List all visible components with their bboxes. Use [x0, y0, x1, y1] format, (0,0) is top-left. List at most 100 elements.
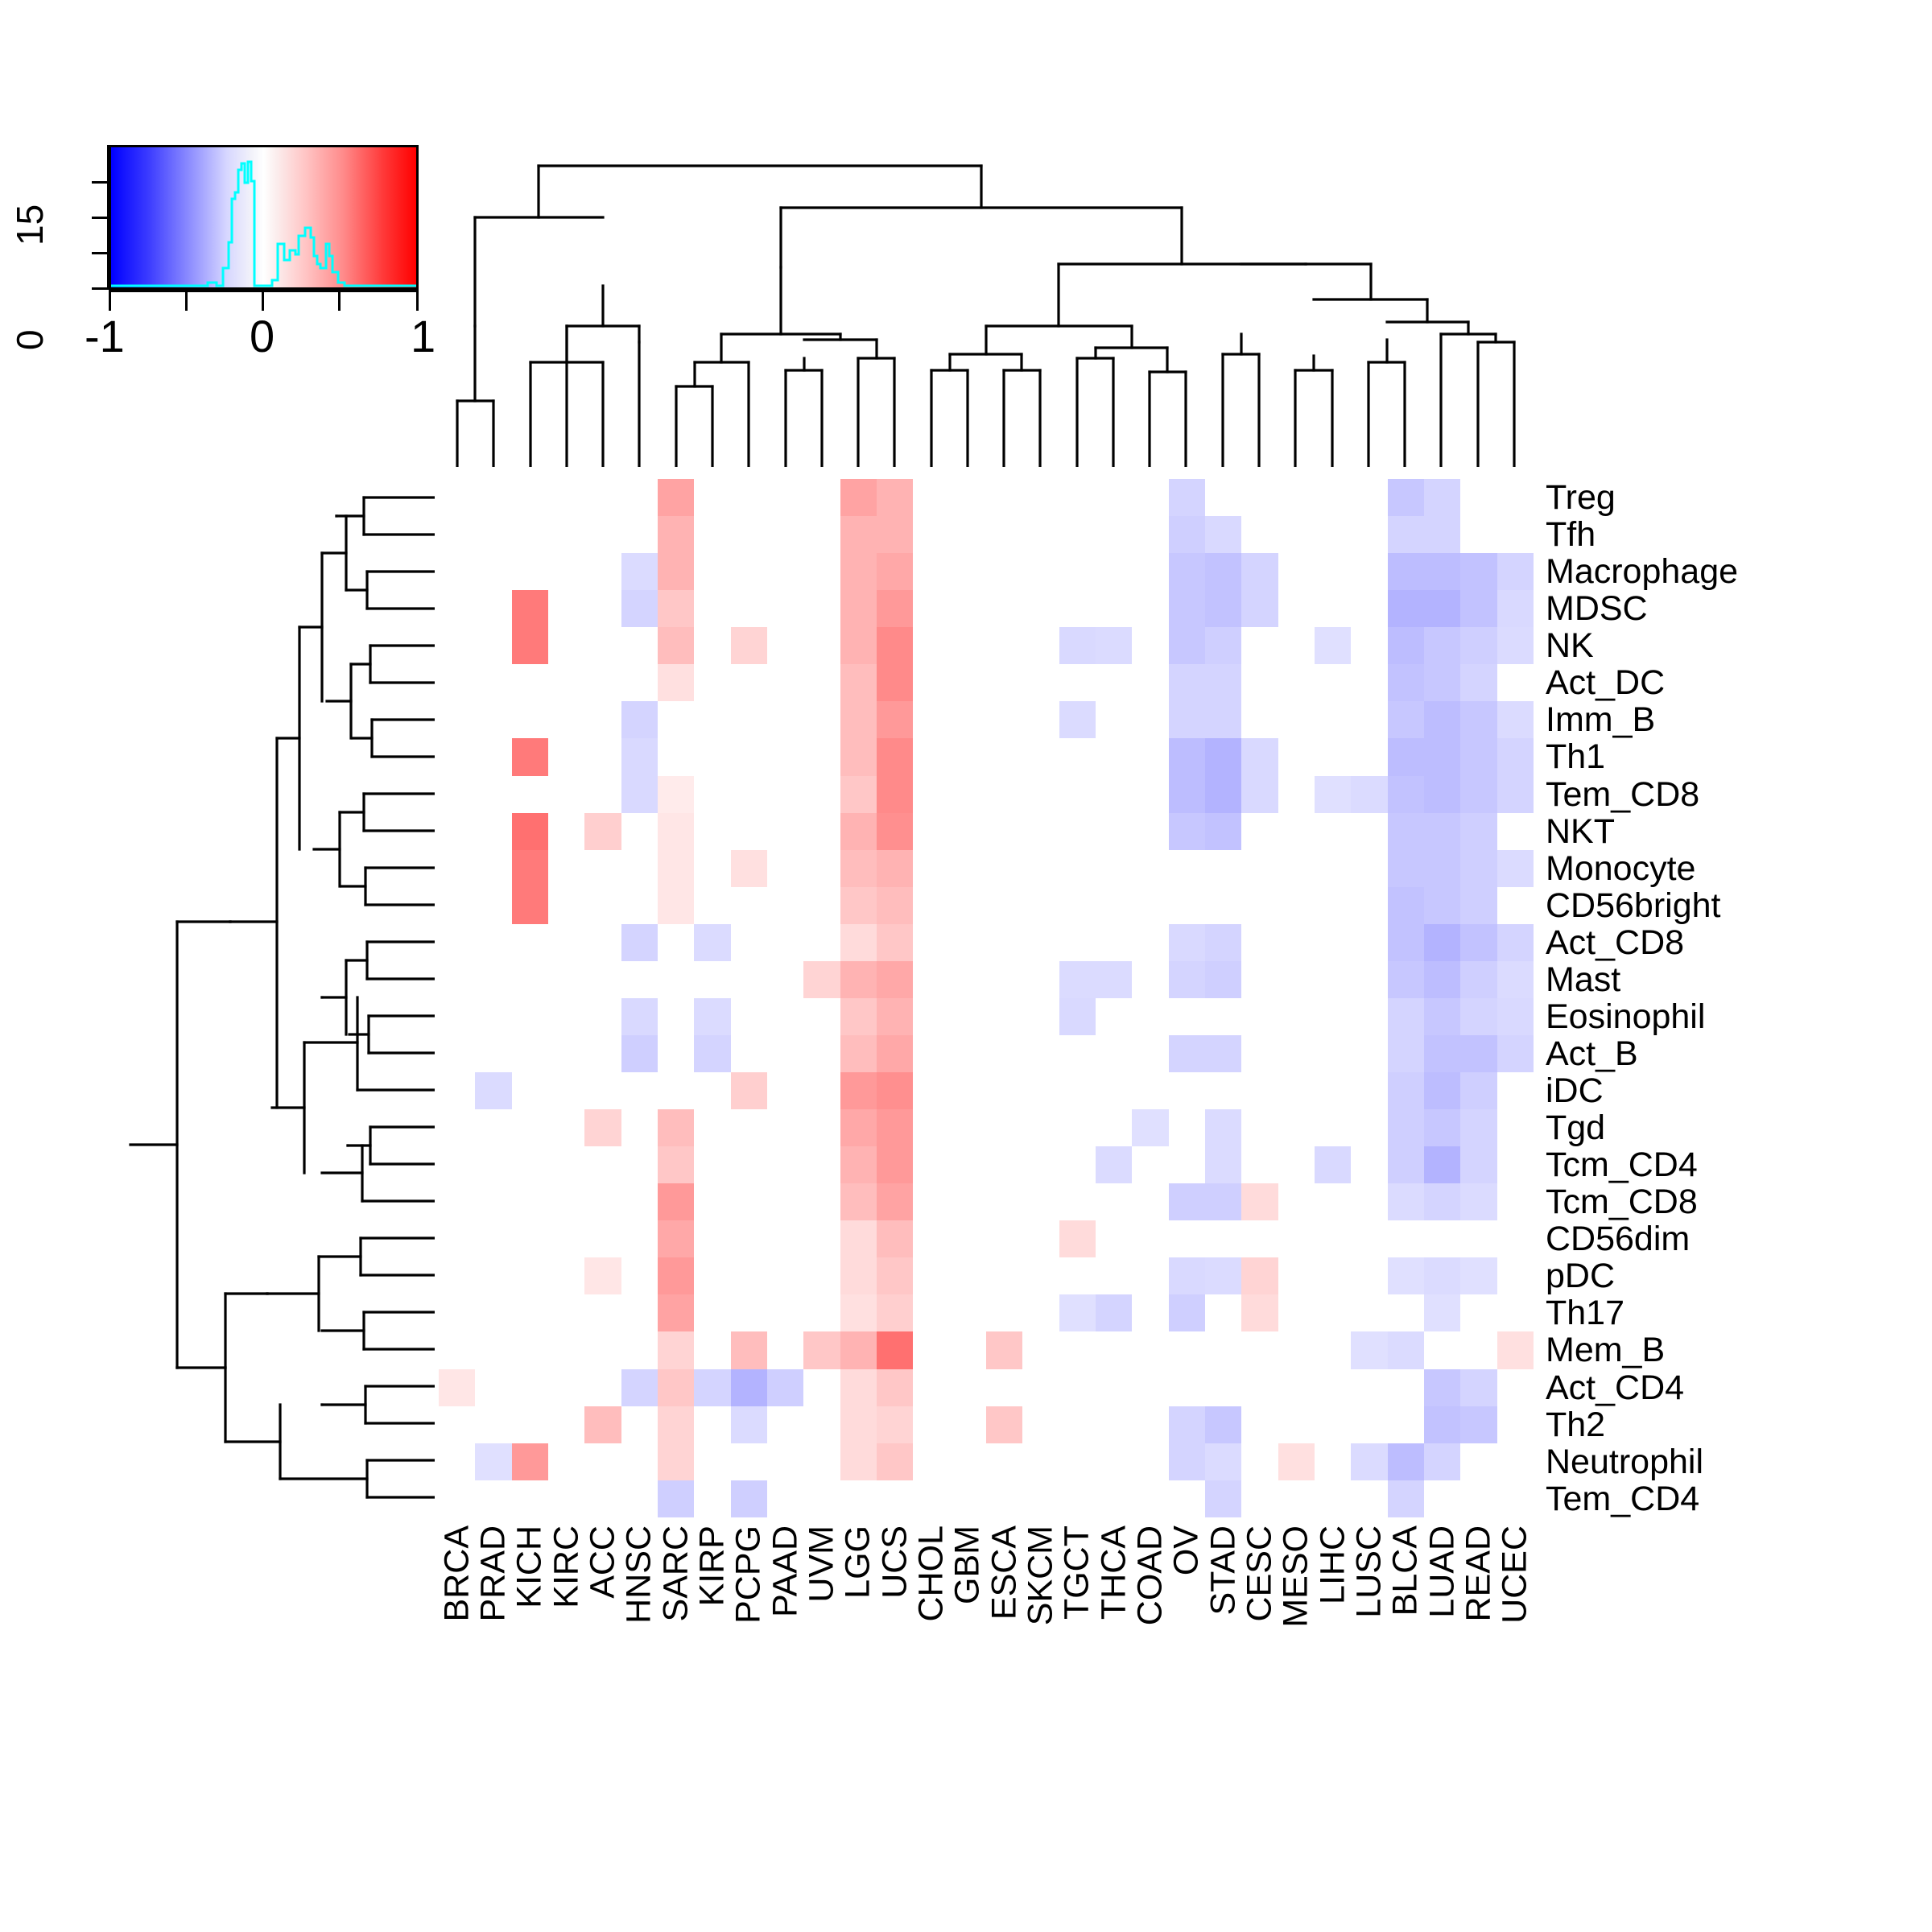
- heatmap-cell[interactable]: [876, 1109, 914, 1147]
- heatmap-cell[interactable]: [876, 1146, 914, 1184]
- heatmap-cell[interactable]: [1059, 1331, 1096, 1369]
- heatmap-cell[interactable]: [657, 1109, 695, 1147]
- heatmap-cell[interactable]: [803, 1257, 840, 1295]
- heatmap-cell[interactable]: [1168, 590, 1205, 628]
- heatmap-cell[interactable]: [657, 1072, 695, 1110]
- heatmap-cell[interactable]: [475, 701, 512, 739]
- heatmap-cell[interactable]: [621, 849, 658, 887]
- heatmap-cell[interactable]: [766, 1443, 804, 1480]
- heatmap-cell[interactable]: [547, 1443, 585, 1480]
- heatmap-cell[interactable]: [584, 960, 621, 998]
- heatmap-cell[interactable]: [1204, 1480, 1242, 1517]
- heatmap-cell[interactable]: [913, 775, 950, 813]
- heatmap-cell[interactable]: [985, 886, 1023, 924]
- heatmap-cell[interactable]: [949, 1368, 986, 1406]
- heatmap-cell[interactable]: [584, 997, 621, 1035]
- heatmap-cell[interactable]: [1387, 1109, 1424, 1147]
- heatmap-cell[interactable]: [1351, 849, 1388, 887]
- heatmap-cell[interactable]: [1460, 1183, 1497, 1221]
- heatmap-cell[interactable]: [1314, 1406, 1352, 1443]
- heatmap-cell[interactable]: [1387, 1368, 1424, 1406]
- heatmap-cell[interactable]: [1278, 590, 1315, 628]
- heatmap-cell[interactable]: [1423, 812, 1461, 850]
- heatmap-cell[interactable]: [1132, 1034, 1169, 1072]
- heatmap-cell[interactable]: [985, 1109, 1023, 1147]
- heatmap-cell[interactable]: [876, 1443, 914, 1480]
- heatmap-cell[interactable]: [985, 738, 1023, 776]
- heatmap-cell[interactable]: [475, 1257, 512, 1295]
- heatmap-cell[interactable]: [949, 1294, 986, 1332]
- heatmap-cell[interactable]: [913, 1183, 950, 1221]
- heatmap-cell[interactable]: [766, 553, 804, 591]
- heatmap-cell[interactable]: [694, 1331, 731, 1369]
- heatmap-cell[interactable]: [766, 479, 804, 517]
- heatmap-cell[interactable]: [803, 627, 840, 665]
- heatmap-cell[interactable]: [621, 664, 658, 702]
- heatmap-cell[interactable]: [1314, 738, 1352, 776]
- heatmap-cell[interactable]: [1204, 627, 1242, 665]
- heatmap-cell[interactable]: [949, 590, 986, 628]
- heatmap-cell[interactable]: [1278, 1109, 1315, 1147]
- heatmap-cell[interactable]: [985, 479, 1023, 517]
- heatmap-cell[interactable]: [694, 1368, 731, 1406]
- heatmap-cell[interactable]: [876, 849, 914, 887]
- heatmap-cell[interactable]: [876, 960, 914, 998]
- heatmap-cell[interactable]: [1387, 812, 1424, 850]
- heatmap-cell[interactable]: [1278, 1368, 1315, 1406]
- heatmap-cell[interactable]: [1168, 1443, 1205, 1480]
- heatmap-cell[interactable]: [1423, 1257, 1461, 1295]
- heatmap-cell[interactable]: [1241, 849, 1278, 887]
- heatmap-cell[interactable]: [1496, 1257, 1534, 1295]
- heatmap-cell[interactable]: [1022, 886, 1059, 924]
- heatmap-cell[interactable]: [621, 1406, 658, 1443]
- heatmap-cell[interactable]: [876, 1406, 914, 1443]
- heatmap-cell[interactable]: [985, 516, 1023, 554]
- heatmap-cell[interactable]: [511, 1368, 548, 1406]
- heatmap-cell[interactable]: [439, 997, 476, 1035]
- heatmap-cell[interactable]: [1351, 775, 1388, 813]
- heatmap-cell[interactable]: [985, 701, 1023, 739]
- heatmap-cell[interactable]: [1022, 1072, 1059, 1110]
- heatmap-cell[interactable]: [730, 701, 767, 739]
- heatmap-cell[interactable]: [876, 997, 914, 1035]
- heatmap-cell[interactable]: [766, 738, 804, 776]
- heatmap-cell[interactable]: [694, 1257, 731, 1295]
- heatmap-cell[interactable]: [1423, 516, 1461, 554]
- heatmap-cell[interactable]: [1387, 1034, 1424, 1072]
- heatmap-cell[interactable]: [1314, 1034, 1352, 1072]
- heatmap-cell[interactable]: [840, 516, 877, 554]
- heatmap-cell[interactable]: [1314, 553, 1352, 591]
- heatmap-cell[interactable]: [876, 627, 914, 665]
- heatmap-cell[interactable]: [1460, 664, 1497, 702]
- heatmap-cell[interactable]: [1059, 701, 1096, 739]
- heatmap-cell[interactable]: [584, 775, 621, 813]
- heatmap-cell[interactable]: [657, 1480, 695, 1517]
- heatmap-cell[interactable]: [439, 886, 476, 924]
- heatmap-cell[interactable]: [584, 923, 621, 961]
- heatmap-cell[interactable]: [1095, 1220, 1133, 1258]
- heatmap-cell[interactable]: [657, 849, 695, 887]
- heatmap-cell[interactable]: [439, 923, 476, 961]
- heatmap-cell[interactable]: [949, 1034, 986, 1072]
- heatmap-cell[interactable]: [1496, 553, 1534, 591]
- heatmap-cell[interactable]: [840, 1220, 877, 1258]
- heatmap-cell[interactable]: [657, 960, 695, 998]
- heatmap-cell[interactable]: [1314, 997, 1352, 1035]
- heatmap-cell[interactable]: [475, 923, 512, 961]
- heatmap-cell[interactable]: [511, 1294, 548, 1332]
- heatmap-cell[interactable]: [985, 1034, 1023, 1072]
- heatmap-cell[interactable]: [1496, 1072, 1534, 1110]
- heatmap-cell[interactable]: [913, 479, 950, 517]
- heatmap-cell[interactable]: [1204, 1257, 1242, 1295]
- heatmap-cell[interactable]: [1168, 1331, 1205, 1369]
- heatmap-cell[interactable]: [621, 1220, 658, 1258]
- heatmap-cell[interactable]: [1314, 960, 1352, 998]
- heatmap-cell[interactable]: [840, 1406, 877, 1443]
- heatmap-cell[interactable]: [1423, 1368, 1461, 1406]
- heatmap-cell[interactable]: [1496, 590, 1534, 628]
- heatmap-cell[interactable]: [1314, 664, 1352, 702]
- heatmap-cell[interactable]: [985, 1220, 1023, 1258]
- heatmap-cell[interactable]: [1387, 1146, 1424, 1184]
- heatmap-cell[interactable]: [547, 849, 585, 887]
- heatmap-cell[interactable]: [1132, 1220, 1169, 1258]
